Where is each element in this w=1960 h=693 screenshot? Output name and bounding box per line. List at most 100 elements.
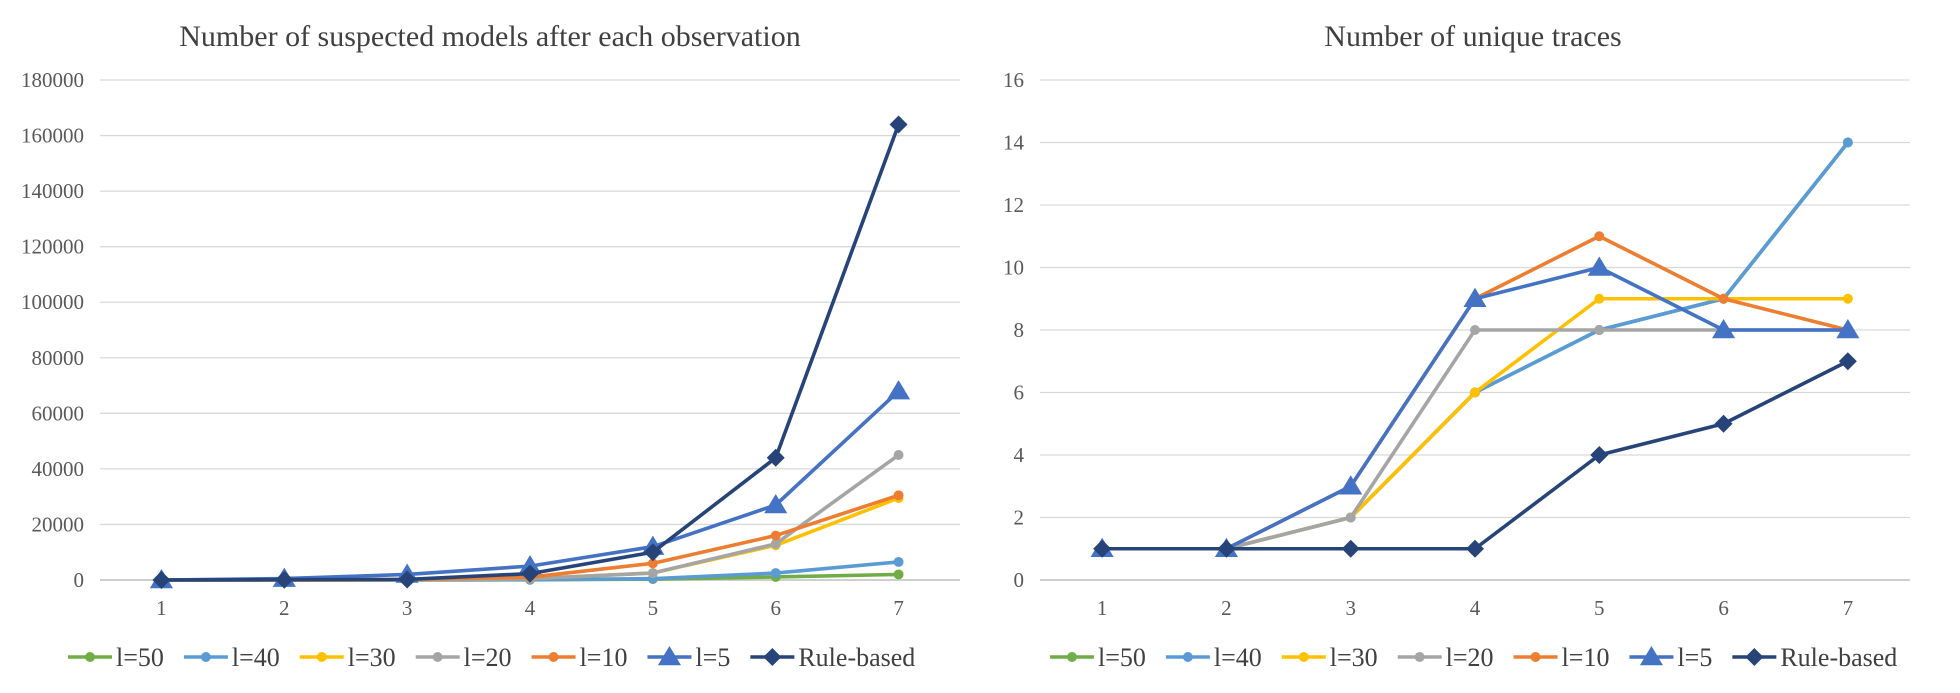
x-tick-label: 6 — [1718, 596, 1729, 620]
legend-item-l-40: l=40 — [183, 643, 280, 672]
data-point-l-20 — [770, 538, 781, 549]
legend-label: l=5 — [1677, 643, 1712, 672]
data-point-rule-based — [1093, 539, 1112, 558]
legend-marker — [85, 652, 95, 662]
data-point-rule-based — [1217, 539, 1236, 558]
x-tick-label: 6 — [770, 596, 781, 620]
data-point-rule-based — [275, 570, 294, 589]
series-group — [1090, 137, 1860, 558]
x-tick-label: 7 — [1843, 596, 1854, 620]
series-line-l-5 — [1100, 265, 1850, 551]
data-point-rule-based — [521, 564, 539, 583]
chart-suspected-models: Number of suspected models after each ob… — [21, 20, 960, 672]
data-point-l-30 — [1470, 387, 1480, 398]
y-tick-label: 140000 — [21, 179, 84, 203]
data-point-l-30 — [1594, 293, 1605, 304]
data-point-l-50 — [893, 569, 904, 580]
x-tick-labels: 1 2 3 4 5 6 7 — [156, 596, 904, 620]
y-tick-label: 0 — [74, 568, 85, 592]
legend-item-rule-based: Rule-based — [1732, 643, 1897, 672]
legend-label: l=5 — [695, 643, 730, 672]
legend-marker — [1182, 652, 1193, 662]
data-point-l-20 — [893, 450, 904, 460]
legend: l=50 l=40 l=30 l=20 l=10 l=5 Rule-based — [68, 643, 915, 672]
series-group — [149, 115, 911, 589]
data-point-l-5 — [1587, 256, 1611, 276]
y-tick-label: 40000 — [32, 457, 85, 481]
data-point-rule-based — [1341, 539, 1360, 558]
y-tick-labels: 0 20000 40000 60000 80000 100000 120000 140000 1… — [21, 68, 84, 592]
legend-label: l=10 — [580, 643, 628, 672]
x-tick-label: 4 — [525, 596, 536, 620]
series-l-5 — [1090, 256, 1860, 557]
y-tick-label: 6 — [1014, 381, 1025, 405]
chart-title: Number of suspected models after each ob… — [179, 20, 800, 53]
legend-item-l-30: l=30 — [1281, 643, 1378, 672]
data-point-l-20 — [1594, 325, 1605, 335]
data-point-l-40 — [770, 568, 781, 579]
data-point-rule-based — [889, 115, 908, 134]
y-tick-label: 10 — [1003, 256, 1024, 280]
series-rule-based — [1093, 352, 1857, 558]
series-l-40 — [1097, 137, 1853, 554]
data-point-rule-based — [1590, 446, 1609, 464]
legend-marker — [200, 652, 211, 662]
data-point-l-10 — [893, 490, 904, 501]
x-tick-label: 5 — [648, 596, 659, 620]
series-rule-based — [152, 115, 908, 589]
y-tick-label: 16 — [1003, 68, 1024, 92]
data-point-l-40 — [893, 556, 904, 567]
x-tick-label: 1 — [156, 596, 167, 620]
data-point-l-5 — [1463, 287, 1487, 307]
data-point-rule-based — [398, 570, 417, 589]
y-tick-label: 100000 — [21, 290, 84, 314]
legend-label: l=40 — [232, 643, 280, 672]
legend-item-l-5: l=5 — [647, 643, 730, 672]
legend-item-l-40: l=40 — [1165, 643, 1262, 672]
data-point-l-5 — [887, 380, 911, 400]
legend-marker — [316, 652, 327, 662]
series-l-20 — [1097, 325, 1853, 554]
x-tick-label: 3 — [1345, 596, 1356, 620]
legend-marker — [657, 646, 682, 666]
data-point-l-5 — [1712, 319, 1736, 339]
y-tick-label: 4 — [1014, 443, 1025, 467]
data-point-rule-based — [1714, 414, 1733, 433]
data-point-l-10 — [647, 558, 658, 569]
data-point-rule-based — [766, 448, 785, 467]
x-tick-label: 1 — [1097, 596, 1108, 620]
data-point-l-5 — [1339, 475, 1363, 495]
legend-marker — [432, 652, 443, 662]
legend-label: l=50 — [116, 643, 164, 672]
data-point-l-5 — [1836, 319, 1860, 339]
y-tick-label: 160000 — [21, 124, 84, 148]
gridlines — [100, 79, 960, 581]
data-point-l-40 — [1842, 137, 1853, 148]
series-line-l-30 — [1100, 296, 1850, 551]
x-tick-label: 5 — [1594, 596, 1605, 620]
x-tick-label: 2 — [279, 596, 290, 620]
y-tick-labels: 0 2 4 6 8 10 12 14 16 — [1003, 68, 1025, 592]
legend-label: l=20 — [464, 643, 512, 672]
y-tick-label: 12 — [1003, 193, 1024, 217]
series-l-5 — [149, 380, 911, 589]
legend-marker — [1530, 652, 1541, 662]
legend-item-l-5: l=5 — [1629, 643, 1712, 672]
legend-label: l=20 — [1446, 643, 1494, 672]
data-point-l-10 — [1718, 293, 1729, 304]
chart-title: Number of unique traces — [1324, 20, 1621, 53]
y-tick-label: 180000 — [21, 68, 84, 92]
data-point-l-20 — [1345, 512, 1356, 523]
y-tick-label: 14 — [1003, 131, 1025, 155]
series-line-l-40 — [1100, 140, 1850, 551]
legend: l=50 l=40 l=30 l=20 l=10 l=5 Rule-based — [1050, 643, 1897, 672]
data-point-l-10 — [770, 530, 781, 541]
x-tick-label: 2 — [1221, 596, 1232, 620]
legend-label: l=10 — [1562, 643, 1610, 672]
y-tick-label: 120000 — [21, 235, 84, 259]
legend-label: l=50 — [1098, 643, 1146, 672]
data-point-rule-based — [1838, 352, 1857, 371]
legend-item-l-20: l=20 — [1397, 643, 1494, 672]
